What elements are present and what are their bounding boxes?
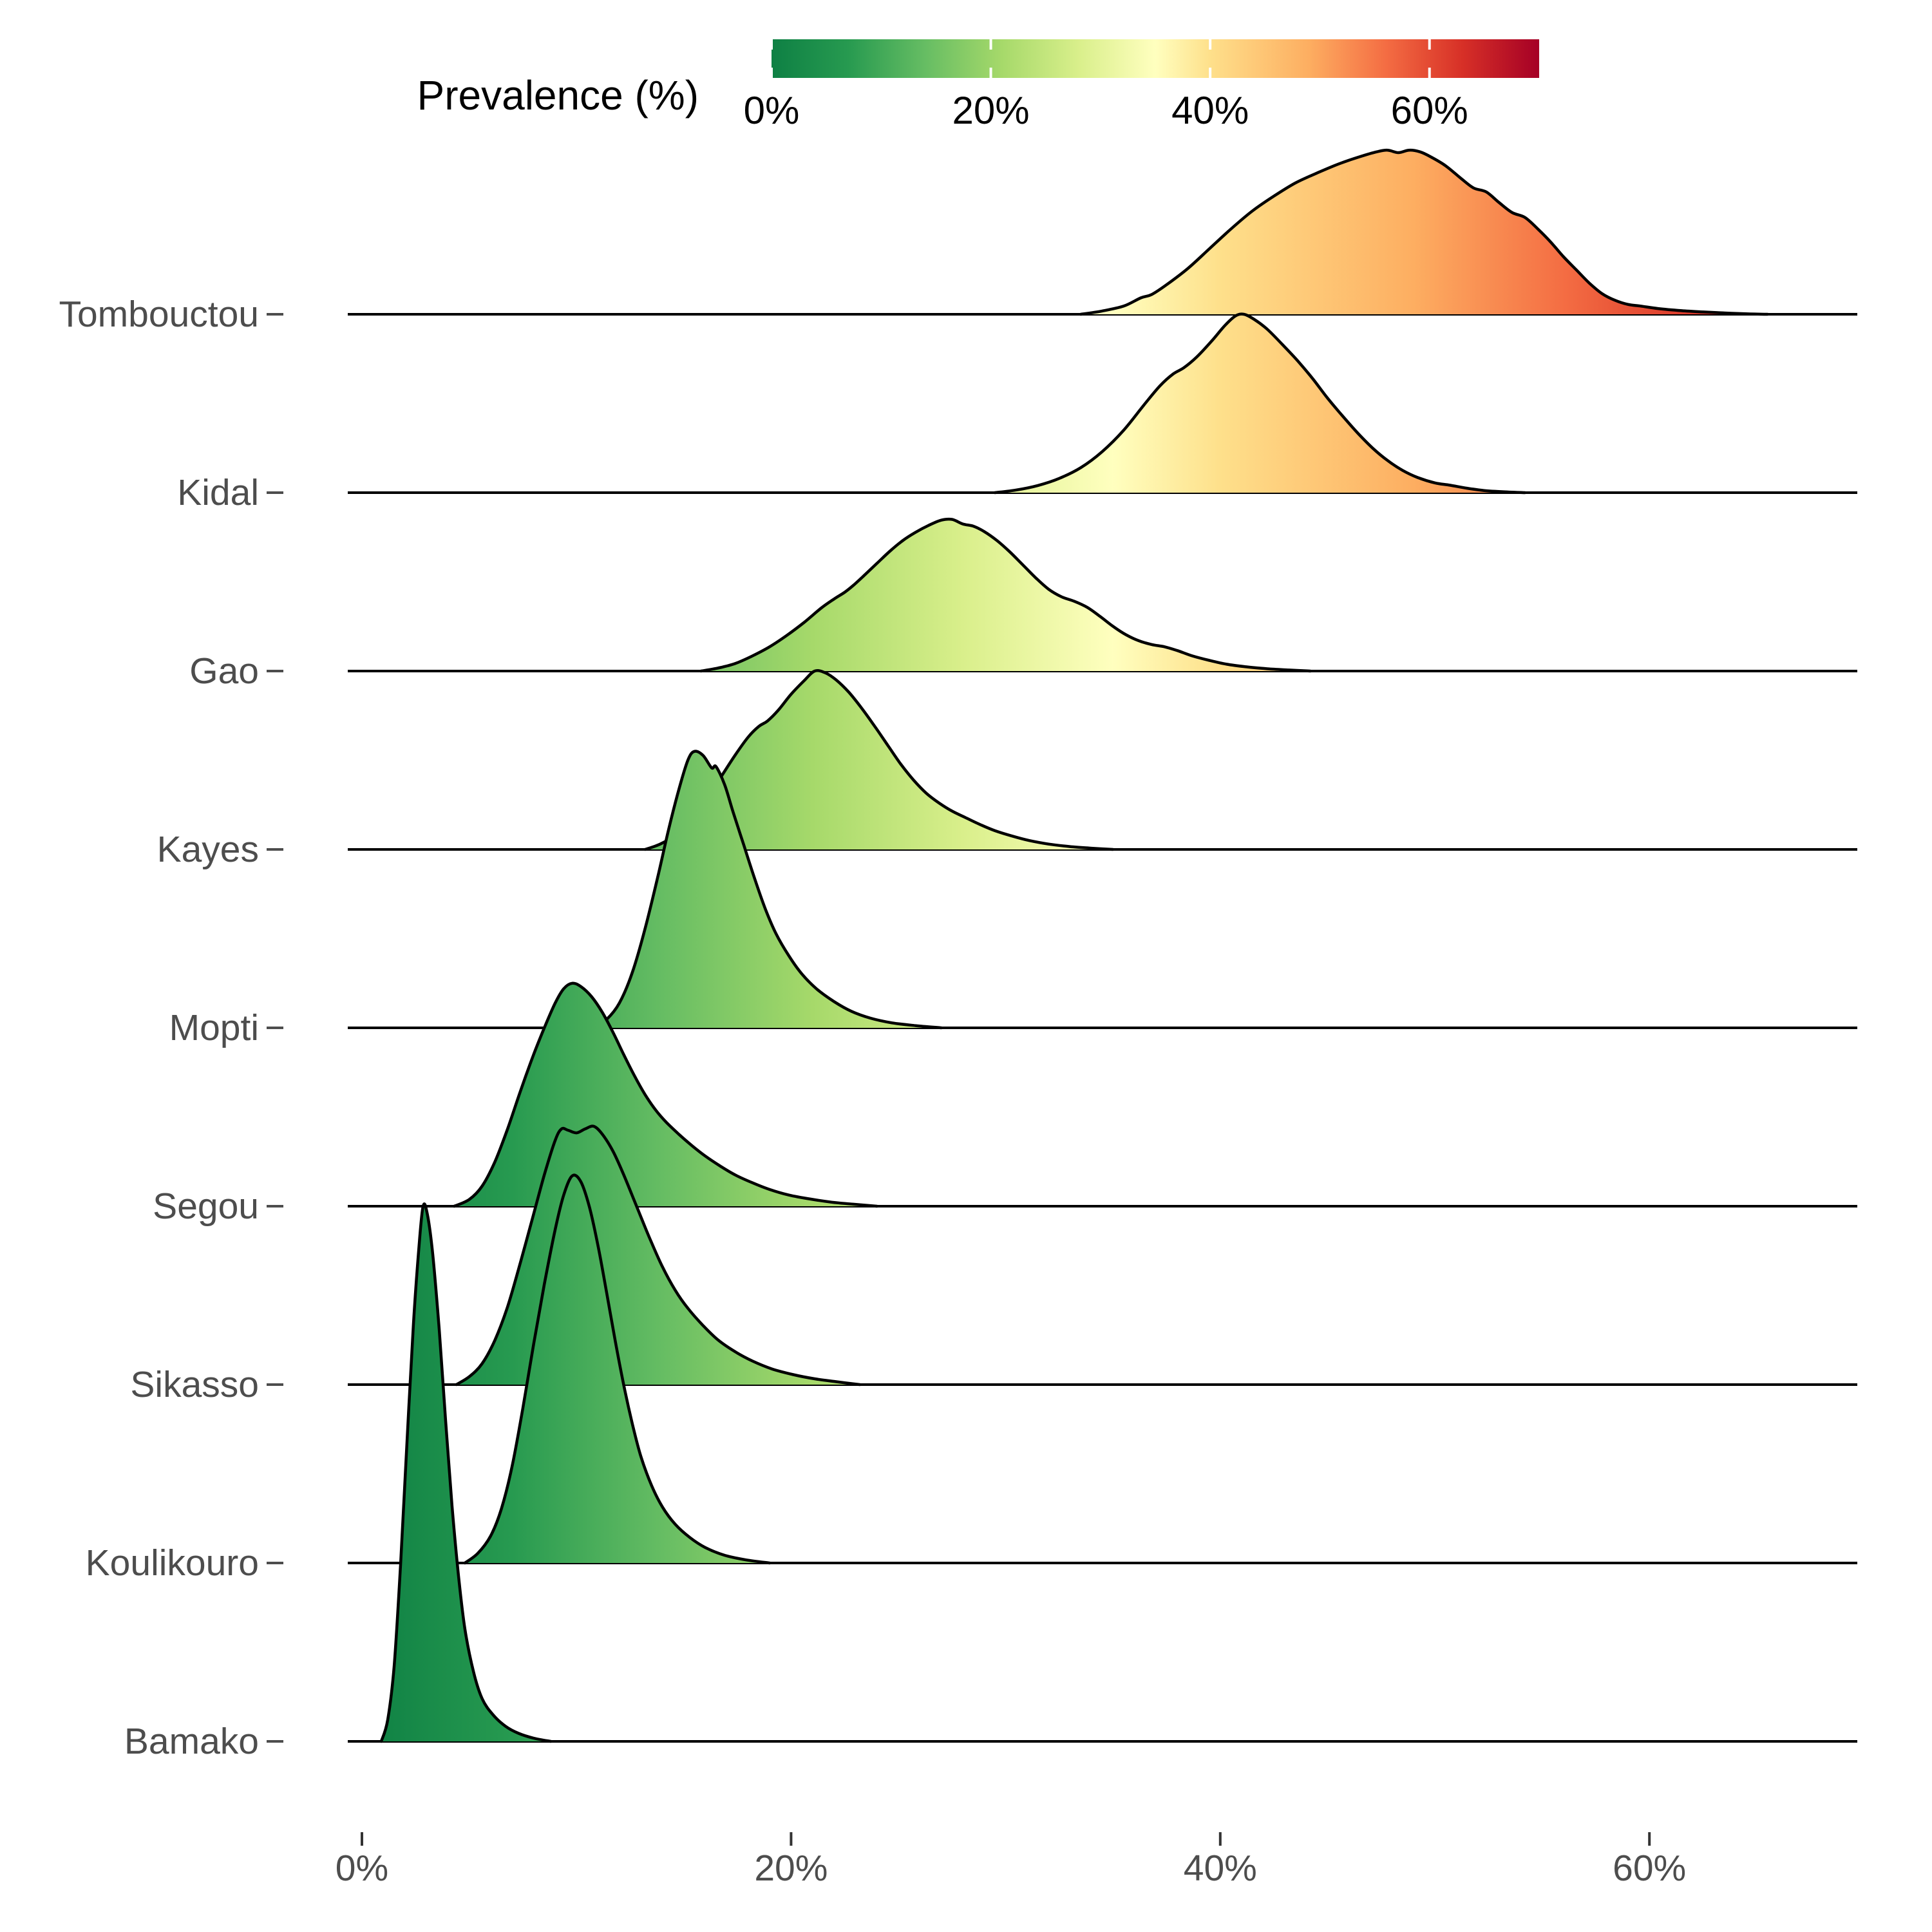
x-axis-tick-label: 60%: [1613, 1848, 1686, 1889]
ridge-row-tombouctou: Tombouctou: [59, 148, 1857, 335]
density-area: [464, 1175, 770, 1563]
legend-tick-label: 20%: [952, 89, 1030, 132]
y-axis-label-mopti: Mopti: [169, 1007, 259, 1048]
density-outline: [699, 517, 1312, 673]
density-outline: [455, 1124, 862, 1387]
legend: Prevalence (%) 0% 20% 40% 60%: [417, 39, 1539, 132]
legend-title: Prevalence (%): [417, 72, 699, 118]
density-area: [645, 670, 1113, 849]
density-outline: [1079, 148, 1769, 316]
y-axis-label-kidal: Kidal: [177, 472, 259, 513]
legend-tick-label: 40%: [1171, 89, 1249, 132]
legend-tick-label: 60%: [1391, 89, 1468, 132]
y-axis-label-bamako: Bamako: [124, 1721, 259, 1762]
x-axis-tick-label: 0%: [336, 1848, 388, 1889]
density-area: [1081, 150, 1768, 314]
density-outline: [592, 750, 943, 1030]
x-axis-tick-label: 40%: [1184, 1848, 1257, 1889]
density-outline: [463, 1173, 772, 1565]
ridge-row-kidal: Kidal: [177, 312, 1857, 513]
ridge-row-koulikouro: Koulikouro: [86, 1173, 1857, 1584]
ridge-row-bamako: Bamako: [124, 1202, 1857, 1762]
legend-tick-label: 0%: [744, 89, 800, 132]
density-outline: [453, 981, 878, 1208]
y-axis-label-koulikouro: Koulikouro: [86, 1542, 259, 1584]
x-axis: 0% 20% 40% 60%: [336, 1832, 1686, 1889]
ridge-row-kayes: Kayes: [157, 668, 1857, 870]
density-area: [701, 519, 1311, 671]
density-outline: [993, 312, 1527, 495]
y-axis-label-gao: Gao: [189, 650, 259, 692]
legend-colorbar: [772, 39, 1539, 78]
x-axis-tick-label: 20%: [754, 1848, 828, 1889]
y-axis-label-sikasso: Sikasso: [130, 1364, 259, 1405]
density-area: [381, 1204, 551, 1741]
y-axis-label-kayes: Kayes: [157, 829, 259, 870]
density-outline: [643, 668, 1115, 851]
ridge-row-gao: Gao: [189, 517, 1857, 692]
density-area: [593, 751, 942, 1028]
density-area: [994, 314, 1525, 493]
y-axis-label-tombouctou: Tombouctou: [59, 294, 259, 335]
density-outline: [379, 1202, 553, 1743]
y-axis-label-segou: Segou: [153, 1186, 259, 1227]
